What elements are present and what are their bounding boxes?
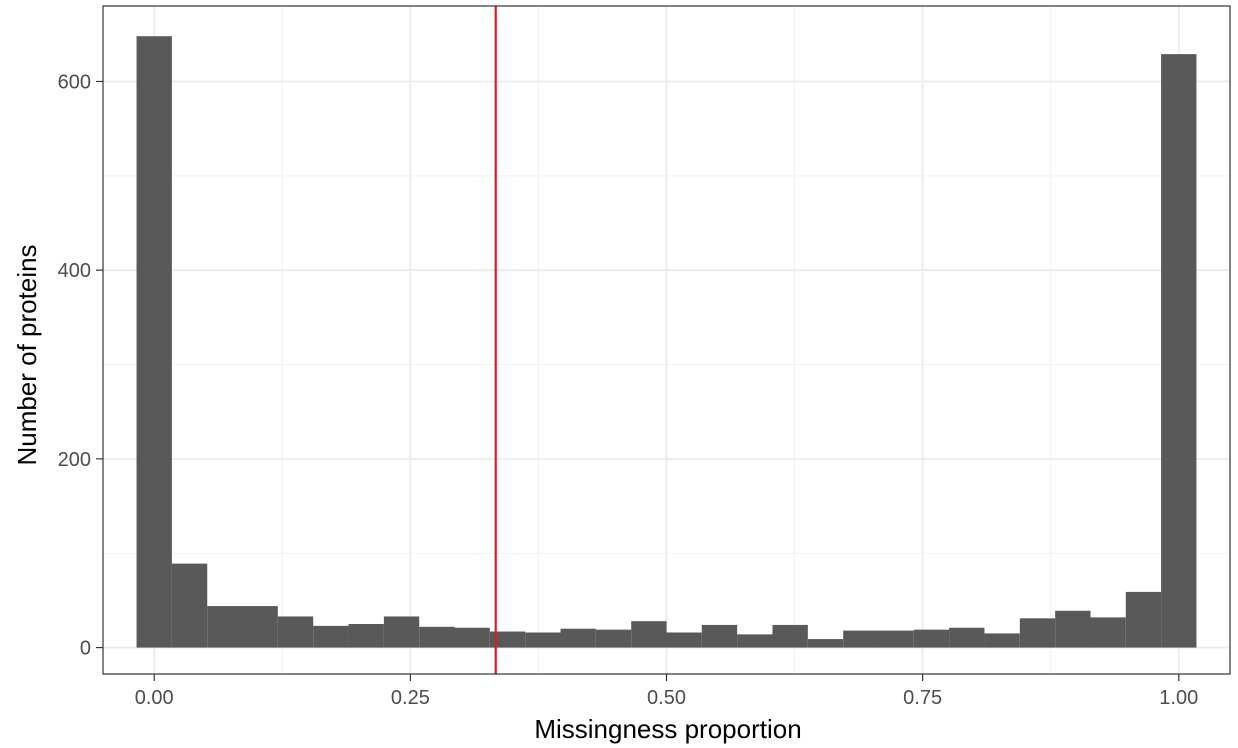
histogram-bar: [454, 627, 490, 648]
histogram-bar: [1161, 54, 1197, 648]
y-axis-title: Number of proteins: [12, 244, 42, 465]
histogram-bar: [984, 633, 1020, 648]
histogram-bar: [560, 628, 596, 648]
histogram-bar: [171, 563, 208, 648]
x-axis-ticks: 0.00 0.25 0.50 0.75 1.00: [135, 674, 1198, 709]
y-tick-label: 600: [58, 71, 91, 93]
histogram-bar: [737, 634, 773, 648]
x-tick-label: 0.75: [903, 687, 942, 709]
histogram-bar: [666, 632, 702, 648]
histogram-bar: [207, 606, 243, 648]
histogram-bar: [136, 36, 172, 648]
histogram-bar: [1019, 618, 1056, 648]
histogram-bar: [878, 630, 914, 648]
histogram-bar: [843, 630, 879, 648]
x-tick-label: 0.25: [391, 687, 430, 709]
histogram-bar: [383, 616, 420, 648]
histogram-bar: [701, 624, 738, 648]
y-tick-label: 200: [58, 449, 91, 471]
histogram-bar: [277, 616, 314, 648]
histogram-bar: [595, 629, 632, 648]
y-axis-ticks: 0 200 400 600: [58, 71, 103, 660]
histogram-bars: [136, 36, 1197, 648]
histogram-bar: [949, 627, 985, 648]
x-axis-title: Missingness proportion: [534, 714, 801, 744]
histogram-bar: [913, 629, 950, 648]
histogram-bar: [807, 639, 844, 648]
x-tick-label: 1.00: [1159, 687, 1198, 709]
histogram-bar: [313, 625, 349, 648]
y-tick-label: 0: [80, 638, 91, 660]
histogram-bar: [1125, 591, 1162, 648]
x-tick-label: 0.50: [647, 687, 686, 709]
histogram-bar: [1090, 617, 1126, 648]
y-tick-label: 400: [58, 260, 91, 282]
histogram-bar: [348, 623, 384, 648]
histogram-bar: [525, 632, 561, 648]
x-tick-label: 0.00: [135, 687, 174, 709]
histogram-bar: [1055, 610, 1091, 648]
histogram-bar: [242, 606, 278, 648]
histogram-bar: [631, 621, 667, 648]
histogram-bar: [419, 626, 455, 648]
histogram-bar: [772, 624, 808, 648]
histogram-bar: [489, 631, 526, 648]
